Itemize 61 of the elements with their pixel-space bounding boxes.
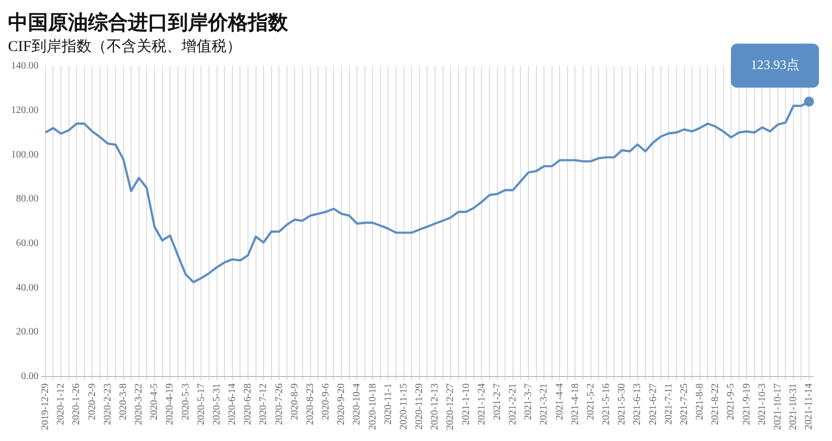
y-tick-label: 20.00 — [16, 326, 38, 338]
chart-title: 中国原油综合进口到岸价格指数 — [8, 11, 289, 34]
x-tick-label: 2020-1-26 — [71, 383, 82, 426]
y-tick-label: 120.00 — [11, 104, 38, 116]
x-tick-label: 2021-5-30 — [616, 383, 628, 426]
x-tick-label: 2021-10-31 — [788, 383, 800, 430]
x-tick-label: 2021-11-14 — [804, 383, 815, 430]
annotation: 123.93点 — [750, 57, 800, 72]
x-tick-label: 2021-5-16 — [601, 383, 612, 426]
x-tick-label: 2020-12-13 — [430, 383, 441, 430]
y-tick-label: 80.00 — [16, 194, 38, 205]
x-tick-label: 2021-3-21 — [538, 383, 550, 426]
x-tick-label: 2020-4-19 — [164, 383, 176, 426]
x-tick-label: 2020-5-3 — [180, 383, 192, 420]
x-tick-label: 2020-6-14 — [227, 383, 238, 426]
x-tick-label: 2021-4-4 — [554, 383, 566, 420]
x-tick-label: 2021-8-8 — [694, 383, 706, 420]
x-tick-label: 2020-11-29 — [414, 383, 426, 430]
x-tick-label: 2021-4-18 — [570, 383, 581, 426]
x-tick-label: 2021-2-21 — [508, 383, 519, 426]
x-tick-label: 2020-2-23 — [102, 383, 114, 426]
x-tick-label: 2021-1-24 — [476, 383, 488, 426]
x-tick-label: 2020-11-1 — [382, 383, 394, 425]
x-tick-label: 2020-9-6 — [320, 383, 332, 420]
y-tick-label: 100.00 — [11, 149, 38, 160]
x-tick-label: 2020-3-22 — [134, 383, 145, 426]
x-tick-label: 2020-5-17 — [196, 383, 207, 426]
x-tick-label: 2020-12-27 — [445, 383, 456, 430]
x-tick-label: 2021-5-2 — [585, 383, 596, 420]
x-tick-label: 2021-7-25 — [678, 383, 690, 426]
x-tick-label: 2021-7-11 — [663, 383, 674, 425]
x-tick-label: 2021-10-17 — [772, 383, 784, 430]
x-tick-label: 2020-9-20 — [336, 383, 348, 426]
x-tick-label: 2021-9-19 — [741, 383, 752, 426]
x-tick-label: 2019-12-29 — [40, 383, 52, 430]
x-tick-label: 2020-3-8 — [118, 383, 129, 420]
x-tick-label: 2021-6-27 — [648, 383, 659, 426]
x-tick-label: 2021-10-3 — [756, 383, 768, 426]
x-tick-label: 2021-1-10 — [460, 383, 472, 426]
chart-subtitle: CIF到岸指数（不含关税、增值税） — [8, 38, 242, 55]
x-tick-label: 2020-5-31 — [211, 383, 222, 426]
x-tick-label: 2020-8-23 — [304, 383, 316, 426]
x-tick-label: 2020-10-18 — [367, 383, 378, 430]
y-tick-label: 0.00 — [21, 370, 38, 382]
x-tick-label: 2021-2-7 — [492, 383, 503, 420]
x-tick-label: 2021-3-7 — [523, 383, 534, 420]
x-tick-label: 2020-6-28 — [242, 383, 254, 426]
y-tick-label: 40.00 — [16, 282, 38, 294]
x-tick-label: 2021-8-22 — [710, 383, 722, 426]
x-tick-label: 2021-9-5 — [726, 383, 737, 420]
x-tick-label: 2020-10-4 — [352, 383, 363, 426]
x-tick-label: 2020-8-9 — [289, 383, 300, 420]
y-tick-label: 60.00 — [16, 238, 38, 249]
x-tick-label: 2020-7-12 — [258, 383, 270, 426]
x-tick-label: 2020-11-15 — [398, 383, 410, 430]
y-tick-label: 140.00 — [11, 60, 38, 72]
x-tick-label: 2020-4-5 — [149, 383, 160, 420]
x-tick-label: 2020-7-26 — [274, 383, 285, 426]
x-tick-label: 2020-2-9 — [86, 383, 98, 420]
x-tick-label: 2021-6-13 — [632, 383, 644, 426]
x-tick-label: 2020-1-12 — [56, 383, 67, 426]
